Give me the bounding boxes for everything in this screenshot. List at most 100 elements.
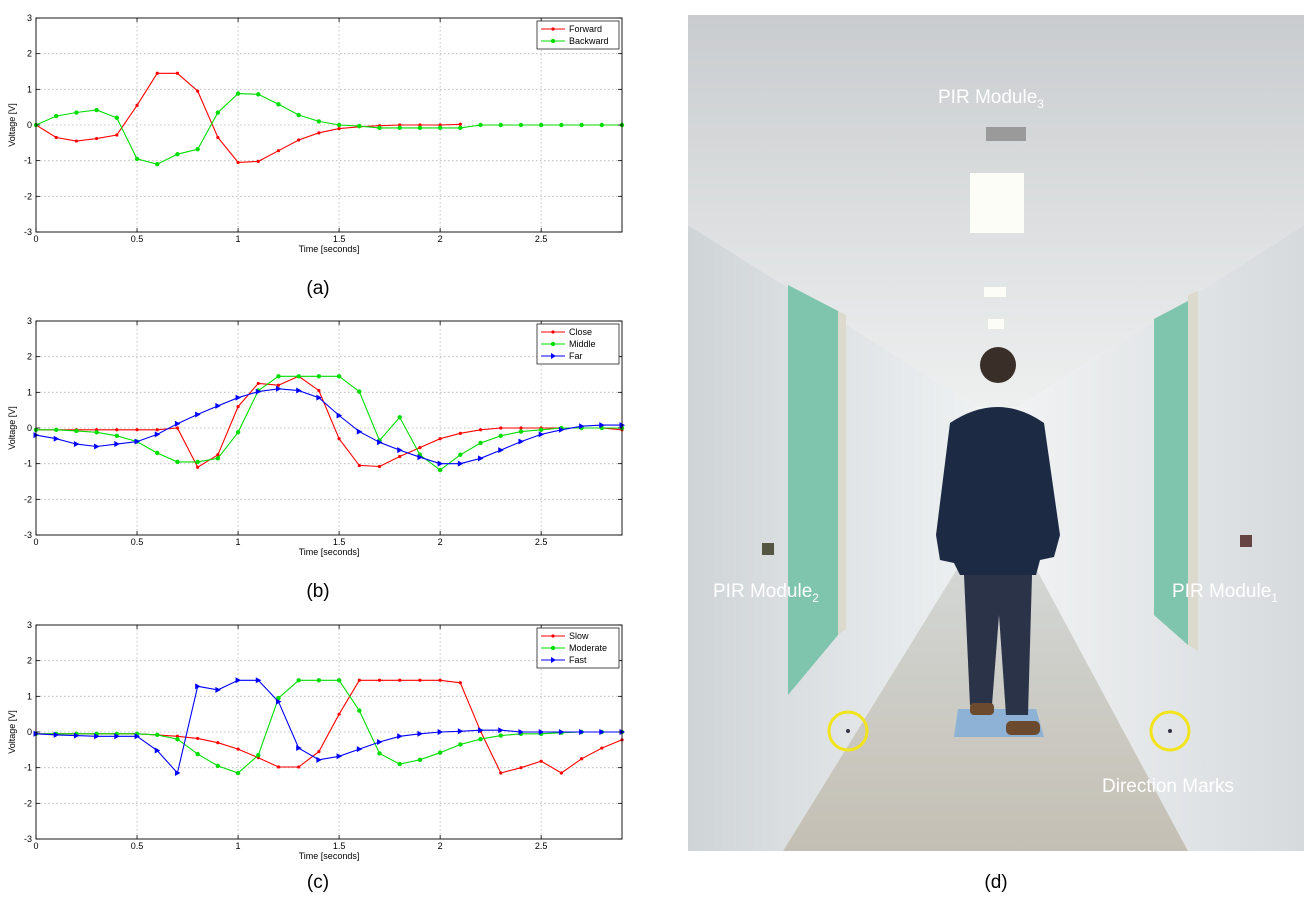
- data-point-fast: [457, 728, 464, 735]
- walking-person: [936, 347, 1060, 735]
- y-tick-label: -1: [24, 763, 32, 773]
- data-point-close: [256, 381, 260, 386]
- data-point-fast: [538, 729, 545, 735]
- x-tick-label: 2: [438, 841, 443, 851]
- data-point-fast: [558, 729, 565, 735]
- data-point-backward: [114, 115, 120, 121]
- label-direction-marks: Direction Marks: [1102, 776, 1234, 797]
- x-axis-label: Time [seconds]: [299, 244, 360, 254]
- data-point-middle: [538, 427, 544, 432]
- data-point-slow: [297, 765, 301, 769]
- data-point-moderate: [215, 763, 221, 769]
- chart-panel-c: 0 0.5 1 1.5 2 2.5 -3 -2 -1 0 1 2 3 Time [seconds] Volt…: [7, 620, 625, 861]
- data-point-backward: [357, 123, 362, 129]
- data-point-slow: [236, 747, 240, 751]
- data-point-forward: [297, 138, 301, 142]
- data-point-far: [235, 394, 242, 401]
- data-point-far: [215, 402, 221, 409]
- label-pir-module-3: PIR Module3: [938, 87, 1044, 111]
- corridor-photo: PIR Module3 PIR Module2 PIR Module1 Dire…: [688, 15, 1304, 851]
- data-point-moderate: [357, 708, 362, 713]
- left-door: [788, 285, 838, 695]
- data-point-backward: [518, 122, 524, 128]
- data-point-backward: [599, 122, 604, 128]
- data-point-backward: [579, 122, 584, 128]
- x-tick-label: 0: [33, 537, 38, 547]
- data-point-close: [135, 428, 139, 432]
- data-point-forward: [438, 123, 442, 127]
- x-axis-label: Time [seconds]: [299, 547, 360, 557]
- x-tick-label: 1.5: [333, 841, 346, 851]
- data-point-forward: [256, 159, 260, 163]
- data-point-far: [478, 455, 484, 462]
- caption-a: (a): [306, 278, 330, 299]
- data-point-backward: [559, 122, 564, 128]
- data-point-slow: [539, 759, 543, 763]
- chart-panel-b: 0 0.5 1 1.5 2 2.5 -3 -2 -1 0 1 2 3 Time [seconds] Volt…: [7, 316, 625, 557]
- data-point-fast: [154, 747, 161, 754]
- data-point-middle: [155, 450, 160, 456]
- data-point-moderate: [458, 742, 463, 747]
- data-point-backward: [155, 162, 160, 167]
- data-point-fast: [73, 732, 80, 739]
- data-point-fast: [114, 733, 120, 740]
- data-point-far: [296, 387, 302, 394]
- data-point-forward: [95, 136, 99, 141]
- data-point-close: [317, 388, 321, 393]
- data-point-far: [377, 439, 383, 446]
- y-tick-label: 0: [27, 727, 32, 737]
- x-tick-label: 2: [438, 537, 443, 547]
- data-point-moderate: [175, 736, 180, 742]
- data-point-close: [115, 428, 119, 432]
- data-point-slow: [276, 765, 281, 769]
- series-line-far: [35, 388, 622, 465]
- data-point-slow: [175, 734, 180, 738]
- data-point-slow: [438, 678, 442, 682]
- data-point-backward: [54, 113, 59, 119]
- data-point-slow: [216, 741, 220, 745]
- legend-box: [536, 20, 620, 50]
- data-point-far: [154, 431, 161, 438]
- series-line-slow: [36, 679, 623, 774]
- data-point-slow: [357, 678, 361, 682]
- data-point-forward: [236, 160, 240, 165]
- data-point-backward: [417, 125, 423, 131]
- data-point-middle: [276, 374, 281, 379]
- data-point-moderate: [235, 770, 241, 776]
- legend-label-middle: Middle: [569, 339, 596, 349]
- data-point-forward: [276, 149, 281, 153]
- legend: Close Middle Far: [536, 323, 620, 365]
- data-point-slow: [579, 757, 584, 761]
- data-point-slow: [377, 678, 382, 682]
- data-point-middle: [458, 452, 463, 457]
- data-point-fast: [377, 738, 383, 745]
- data-point-backward: [478, 122, 483, 128]
- y-tick-label: 2: [27, 49, 32, 59]
- data-point-far: [538, 431, 545, 438]
- y-tick-label: 1: [27, 84, 32, 94]
- data-point-backward: [316, 119, 322, 124]
- data-point-slow: [418, 678, 422, 682]
- data-point-middle: [498, 433, 503, 439]
- data-point-slow: [317, 750, 321, 754]
- data-point-forward: [216, 135, 220, 140]
- data-point-close: [276, 383, 281, 387]
- data-point-close: [196, 465, 200, 469]
- data-point-fast: [275, 698, 282, 705]
- x-tick-label: 0: [33, 841, 38, 851]
- data-point-backward: [458, 125, 463, 131]
- caption-c: (c): [306, 872, 330, 893]
- data-point-middle: [478, 440, 483, 446]
- data-point-backward: [134, 156, 140, 162]
- y-tick-label: -3: [24, 530, 32, 540]
- data-point-close: [478, 428, 483, 432]
- x-tick-label: 1: [236, 234, 241, 244]
- data-point-fast: [356, 746, 363, 753]
- legend-label-fast: Fast: [569, 655, 587, 665]
- data-point-backward: [256, 92, 261, 97]
- data-point-slow: [398, 678, 402, 682]
- data-point-forward: [418, 123, 422, 127]
- data-point-backward: [498, 122, 503, 128]
- data-point-far: [94, 443, 100, 450]
- legend-label-close: Close: [569, 327, 592, 337]
